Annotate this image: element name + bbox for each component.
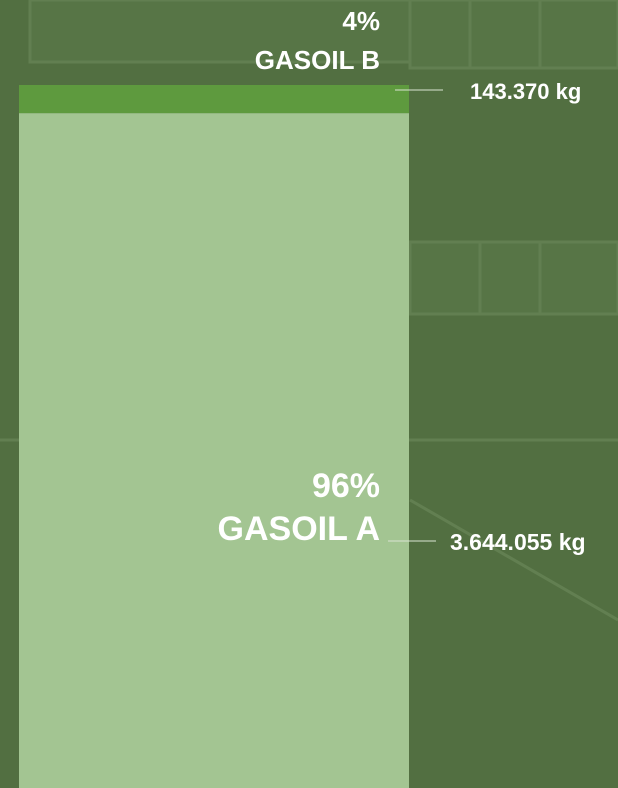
value-label: 96%: [312, 467, 380, 505]
weight-label: 3.644.055 kg: [450, 529, 586, 555]
bar-segment: [19, 85, 409, 114]
series-name: GASOIL B: [255, 45, 380, 75]
value-label: 4%: [342, 6, 380, 36]
weight-label: 143.370 kg: [470, 79, 581, 104]
series-name: GASOIL A: [218, 510, 380, 548]
background-windows: [0, 0, 618, 622]
bar-segment: [19, 113, 409, 788]
